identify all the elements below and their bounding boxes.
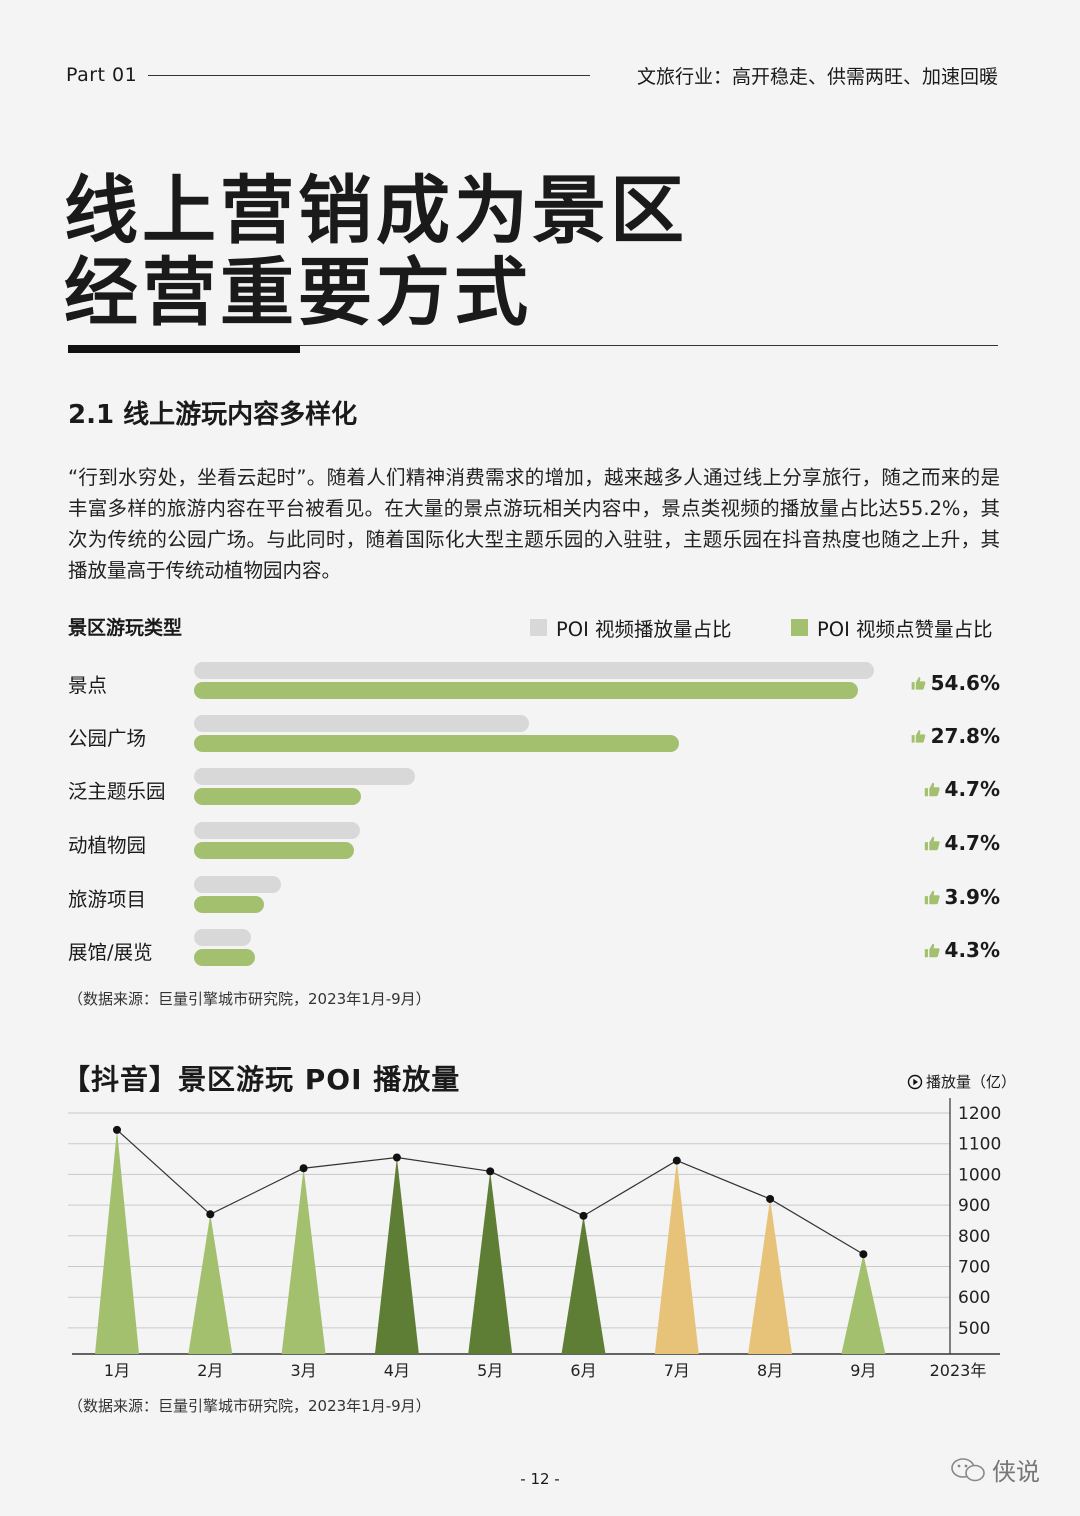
triangle-bar: [281, 1168, 326, 1354]
body-paragraph: “行到水穷处，坐看云起时”。随着人们精神消费需求的增加，越来越多人通过线上分享旅…: [68, 466, 1000, 582]
data-point: [206, 1210, 215, 1219]
page-title-line-1: 线上营销成为景区: [64, 168, 688, 254]
bar-chart-title: 景区游玩类型: [68, 617, 183, 639]
bar-play-share: [194, 715, 530, 732]
data-point: [392, 1153, 401, 1162]
legend-swatch-gray: [530, 619, 547, 636]
x-tick-label: 1月: [104, 1361, 130, 1380]
data-point: [672, 1156, 681, 1165]
value-text: 27.8%: [930, 724, 1000, 748]
part-label: Part 01: [66, 64, 138, 86]
bar-play-share: [194, 662, 874, 679]
data-point: [579, 1211, 588, 1220]
title-accent-bar: [68, 345, 300, 353]
thumbs-up-icon: [924, 836, 940, 851]
x-tick-label: 5月: [477, 1361, 503, 1380]
thumbs-up-icon: [924, 943, 940, 958]
line-chart-title: 【抖音】景区游玩 POI 播放量: [62, 1063, 461, 1096]
x-tick-label: 6月: [570, 1361, 596, 1380]
bar-category-label: 展馆/展览: [68, 941, 153, 964]
bar-like-share: [194, 788, 361, 805]
watermark: 侠说: [950, 1452, 1040, 1487]
data-point: [766, 1194, 775, 1203]
legend-swatch-green: [791, 619, 808, 636]
y-tick-label: 500: [958, 1319, 990, 1339]
bar-play-share: [194, 822, 361, 839]
y-tick-label: 800: [958, 1227, 990, 1247]
y-tick-label: 700: [958, 1258, 990, 1278]
data-point: [486, 1167, 495, 1176]
bar-value-label: 54.6%: [910, 671, 1000, 695]
triangle-bar: [561, 1215, 606, 1354]
unit-label: 播放量（亿）: [926, 1073, 1017, 1091]
y-tick-label: 1200: [958, 1104, 1001, 1124]
page-title-line-2: 经营重要方式: [64, 250, 532, 336]
legend-label: POI 视频点赞量占比: [817, 618, 993, 641]
x-tick-label: 9月: [850, 1361, 876, 1380]
watermark-text: 侠说: [992, 1458, 1040, 1486]
value-text: 4.7%: [944, 777, 1000, 801]
x-tick-label: 2月: [197, 1361, 223, 1380]
y-tick-label: 1000: [958, 1165, 1001, 1185]
line-chart-unit: 播放量（亿）: [907, 1071, 1016, 1092]
bar-category-label: 动植物园: [68, 834, 147, 857]
value-text: 4.3%: [944, 938, 1000, 962]
bar-chart-source: （数据来源：巨量引擎城市研究院，2023年1月-9月）: [68, 990, 431, 1008]
bar-play-share: [194, 929, 251, 946]
title-divider: [68, 345, 998, 346]
data-point: [113, 1125, 121, 1134]
bar-like-share: [194, 842, 354, 859]
chat-bubbles-icon: [951, 1457, 985, 1481]
header-divider: [148, 75, 590, 76]
x-year-label: 2023年: [930, 1361, 987, 1380]
legend-label: POI 视频播放量占比: [556, 618, 732, 641]
play-circle-icon: [907, 1074, 923, 1089]
bar-like-share: [194, 896, 264, 913]
bar-value-label: 27.8%: [910, 724, 1000, 748]
bar-value-label: 4.7%: [910, 831, 1000, 855]
bar-like-share: [194, 682, 858, 699]
thumbs-up-icon: [924, 782, 940, 797]
chapter-subtitle: 文旅行业：高开稳走、供需两旺、加速回暖: [636, 66, 998, 88]
thumbs-up-icon: [911, 730, 926, 743]
section-heading: 2.1 线上游玩内容多样化: [68, 400, 358, 430]
value-text: 54.6%: [930, 671, 1000, 695]
value-text: 4.7%: [944, 831, 1000, 855]
bar-value-label: 3.9%: [910, 885, 1000, 909]
y-tick-label: 1100: [958, 1135, 1001, 1155]
bar-category-label: 公园广场: [68, 727, 147, 750]
bar-play-share: [194, 768, 415, 785]
x-tick-label: 4月: [384, 1361, 410, 1380]
bar-like-share: [194, 735, 679, 752]
x-tick-label: 8月: [757, 1361, 783, 1380]
thumbs-up-icon: [911, 677, 926, 690]
bar-play-share: [194, 876, 282, 893]
bar-category-label: 旅游项目: [68, 888, 147, 911]
triangle-bar: [95, 1129, 139, 1354]
triangle-bar: [654, 1160, 699, 1354]
bar-value-label: 4.3%: [910, 938, 1000, 962]
y-tick-label: 600: [958, 1288, 990, 1308]
page-number: - 12 -: [520, 1470, 560, 1488]
triangle-bar: [188, 1214, 233, 1354]
bar-category-label: 泛主题乐园: [68, 780, 166, 803]
thumbs-up-icon: [924, 890, 940, 905]
triangle-bar: [841, 1254, 886, 1354]
data-point: [859, 1250, 868, 1259]
y-tick-label: 900: [958, 1196, 990, 1216]
bar-like-share: [194, 949, 255, 966]
triangle-bar: [748, 1198, 793, 1354]
value-text: 3.9%: [944, 885, 1000, 909]
bar-value-label: 4.7%: [910, 777, 1000, 801]
bar-category-label: 景点: [68, 674, 108, 697]
x-tick-label: 3月: [291, 1361, 317, 1380]
triangle-bar: [468, 1171, 513, 1354]
data-point: [299, 1164, 308, 1173]
triangle-bar: [374, 1157, 419, 1354]
legend-play-share: POI 视频播放量占比: [530, 613, 732, 642]
line-chart-source: （数据来源：巨量引擎城市研究院，2023年1月-9月）: [68, 1397, 431, 1415]
legend-like-share: POI 视频点赞量占比: [791, 613, 993, 642]
x-tick-label: 7月: [664, 1361, 690, 1380]
